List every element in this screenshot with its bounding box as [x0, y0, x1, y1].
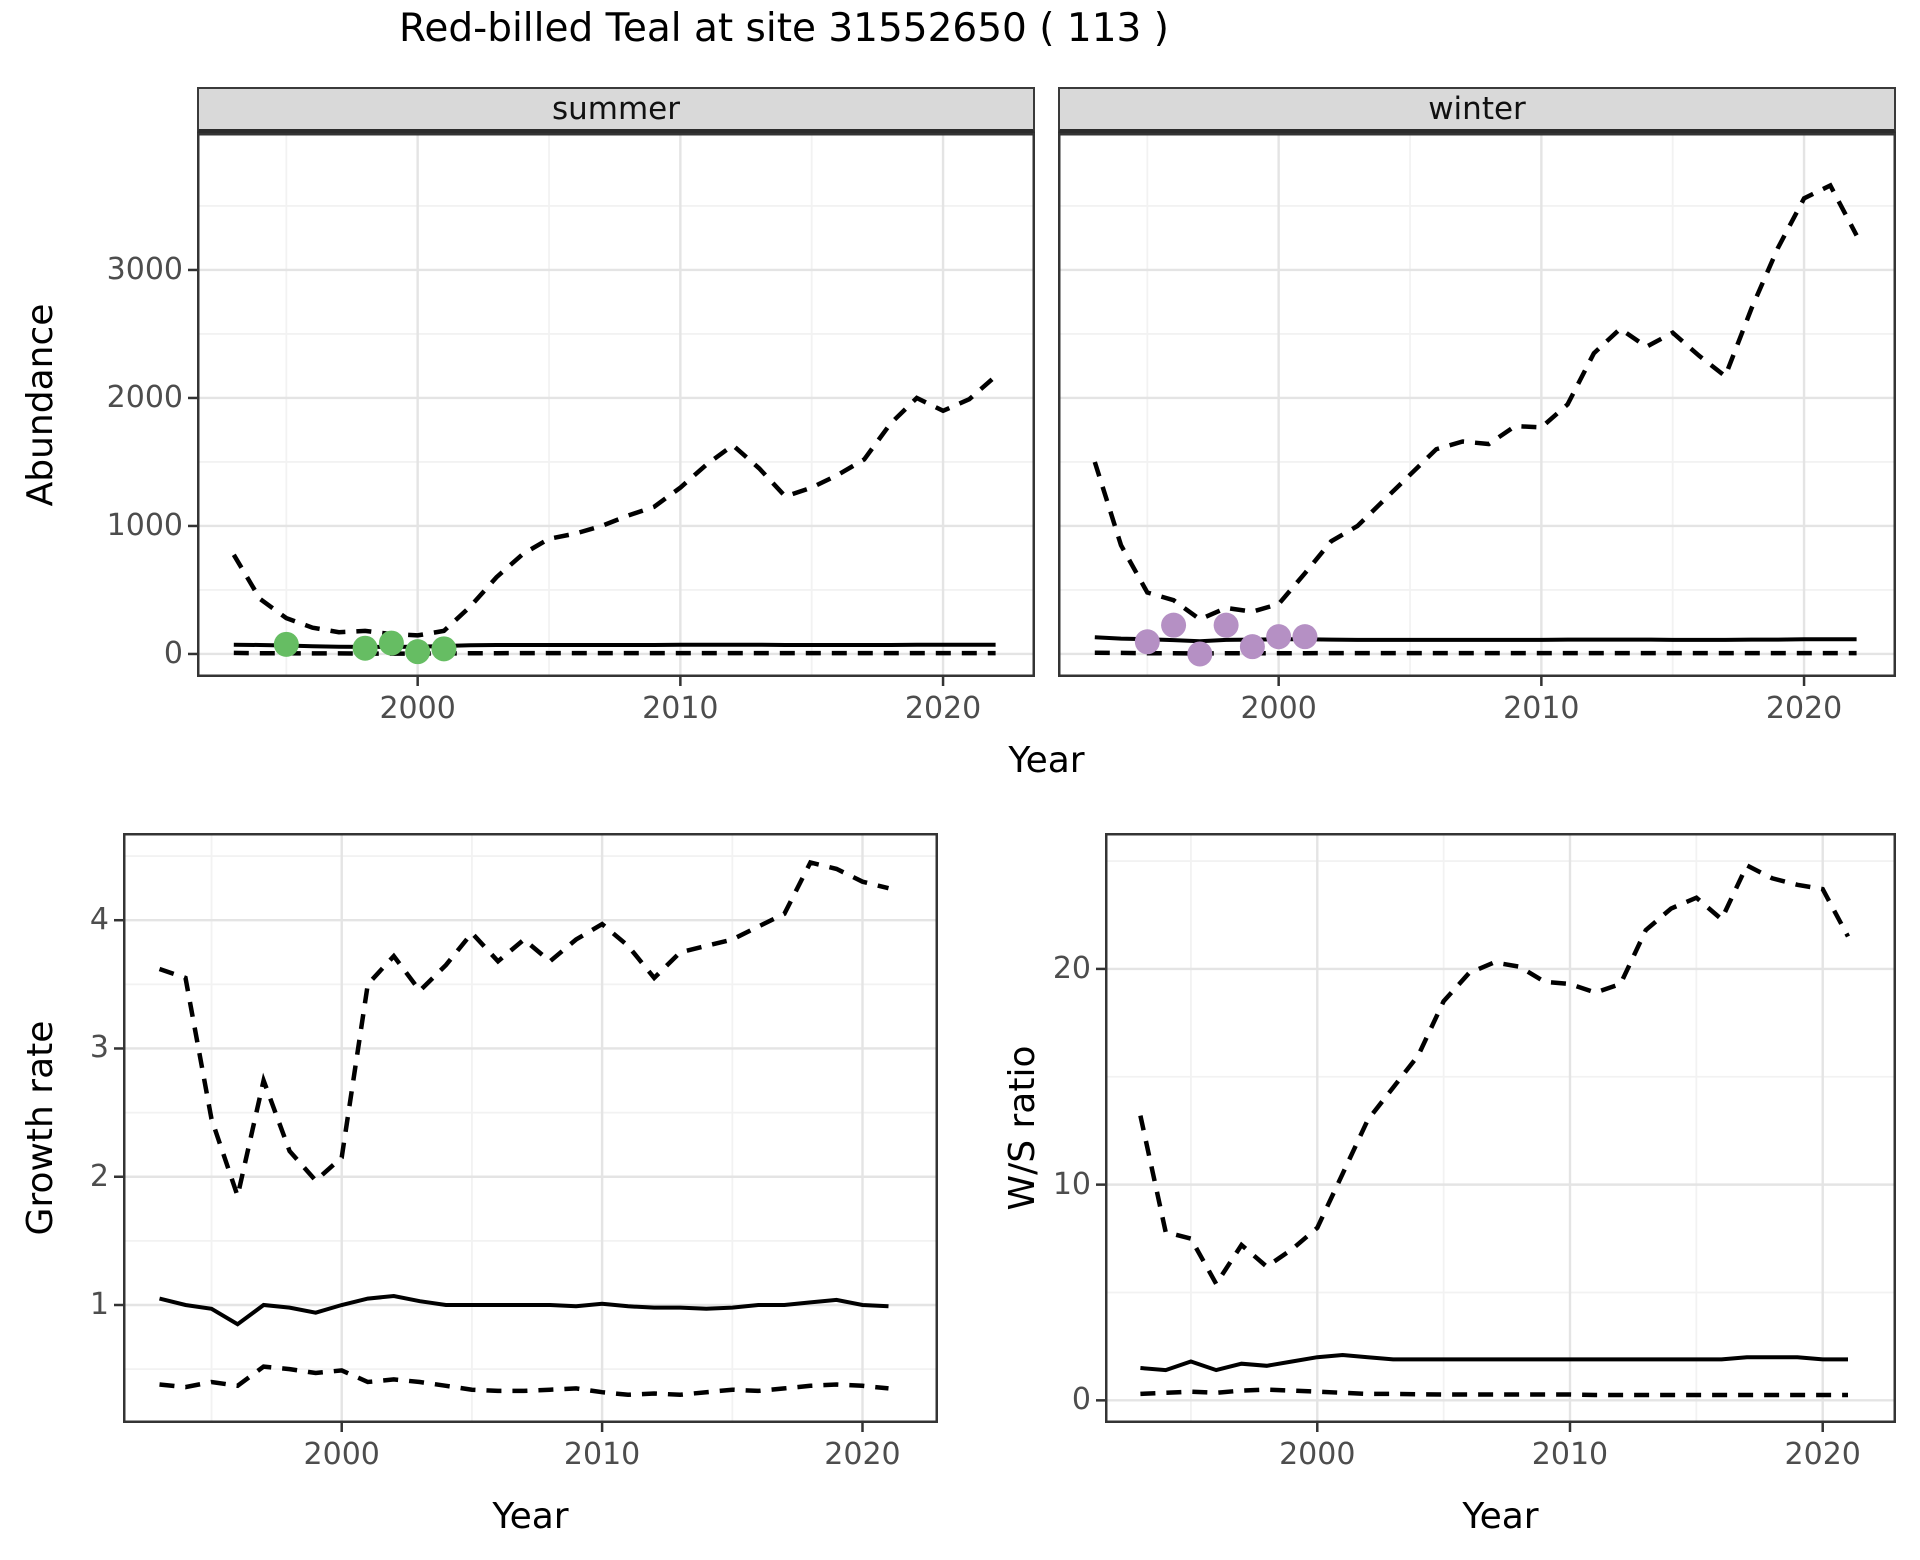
axis-tick-label: 0 — [163, 635, 183, 671]
winter-abundance-panel — [1058, 133, 1896, 686]
observed-count-point — [1134, 629, 1160, 655]
observed-count-point — [378, 630, 404, 656]
facet-strip-winter-label: winter — [1428, 91, 1526, 127]
axis-tick-label: 2 — [89, 1158, 109, 1194]
facet-strip-summer: summer — [197, 87, 1035, 133]
median-line — [1140, 1352, 1848, 1373]
top-year-axis-title: Year — [1008, 740, 1085, 781]
observed-count-point — [1292, 624, 1318, 650]
axis-tick-label: 3000 — [106, 251, 183, 287]
axis-tick-label: 2000 — [1240, 691, 1317, 726]
axis-tick-label: 2010 — [1503, 691, 1580, 726]
upper-ci-line — [231, 374, 998, 638]
axis-tick-label: 2000 — [1279, 1437, 1356, 1472]
axis-tick-label: 2000 — [379, 691, 456, 726]
observed-count-point — [431, 636, 457, 662]
observed-count-point — [1266, 624, 1292, 650]
observed-count-point — [352, 635, 378, 661]
axis-tick-label: 2020 — [904, 691, 982, 726]
axis-tick-label: 20 — [1052, 950, 1091, 986]
observed-count-point — [1213, 612, 1239, 638]
summer-abundance-panel — [188, 133, 1035, 686]
axis-tick-label: 1 — [89, 1287, 109, 1322]
ws-ratio-panel — [1096, 833, 1896, 1432]
axis-tick-label: 2020 — [1765, 691, 1843, 726]
upper-ci-line — [1138, 862, 1850, 1289]
axis-tick-label: 3 — [89, 1030, 109, 1066]
lower-ci-line — [1094, 650, 1857, 656]
abundance-axis-title: Abundance — [20, 303, 61, 507]
axis-tick-label: 1000 — [106, 507, 183, 543]
facet-strip-summer-label: summer — [551, 91, 680, 127]
observed-count-point — [1161, 612, 1187, 638]
lower-ci-line — [233, 650, 996, 656]
axis-tick-label: 2010 — [563, 1437, 641, 1472]
observed-count-point — [273, 631, 299, 657]
axis-tick-label: 10 — [1052, 1166, 1091, 1202]
growth-year-axis-title: Year — [492, 1496, 569, 1537]
axis-tick-label: 2010 — [1531, 1437, 1609, 1472]
observed-count-point — [1239, 634, 1265, 660]
observed-count-point — [1187, 641, 1213, 667]
upper-ci-line — [158, 859, 890, 1205]
axis-tick-label: 2000 — [303, 1437, 380, 1472]
plot-title: Red-billed Teal at site 31552650 ( 113 ) — [399, 6, 1169, 51]
facet-strip-winter: winter — [1058, 87, 1896, 133]
lower-ci-line — [159, 1364, 889, 1398]
ws-ratio-axis-title: W/S ratio — [1002, 1045, 1043, 1211]
lower-ci-line — [1140, 1387, 1848, 1398]
axis-tick-label: 2020 — [1784, 1437, 1861, 1472]
ws-year-axis-title: Year — [1462, 1496, 1539, 1537]
axis-tick-label: 2000 — [106, 379, 183, 415]
observed-count-point — [405, 639, 431, 665]
upper-ci-line — [1092, 182, 1859, 622]
median-line — [1094, 635, 1857, 644]
growth-rate-panel — [114, 833, 938, 1432]
median-line — [233, 642, 996, 649]
axis-tick-label: 0 — [1071, 1382, 1091, 1418]
axis-tick-label: 4 — [89, 902, 109, 938]
median-line — [159, 1293, 889, 1327]
axis-tick-label: 2010 — [642, 691, 719, 726]
axis-tick-label: 2020 — [824, 1437, 901, 1472]
